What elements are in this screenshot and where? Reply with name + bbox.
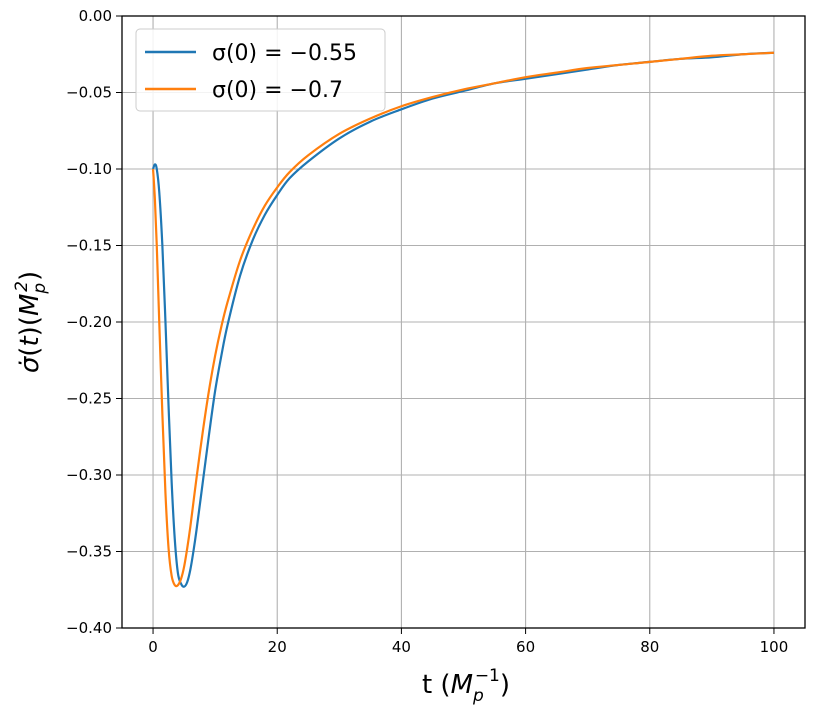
legend-box <box>135 28 386 112</box>
y-tick-label: −0.05 <box>66 84 112 102</box>
x-tick-label: 100 <box>760 638 789 656</box>
x-axis-label: t (Mp−1) <box>422 666 510 706</box>
y-tick-label: −0.15 <box>66 237 112 255</box>
x-tick-label: 20 <box>268 638 287 656</box>
x-tick-label: 40 <box>392 638 411 656</box>
x-tick-label: 80 <box>640 638 659 656</box>
svg-text:t (Mp−1): t (Mp−1) <box>422 666 510 706</box>
y-axis-label: σ̇(t)(Mp2) <box>12 271 50 373</box>
legend: σ(0) = −0.55 σ(0) = −0.7 <box>135 28 386 112</box>
y-tick-label: −0.30 <box>66 466 112 484</box>
y-tick-label: −0.40 <box>66 619 112 637</box>
series-line-2 <box>151 51 775 588</box>
grid-layer <box>122 15 805 629</box>
y-tick-label: 0.00 <box>79 7 112 25</box>
y-tick-label: −0.20 <box>66 313 112 331</box>
series-line-1 <box>152 51 775 588</box>
y-tick-label: −0.25 <box>66 390 112 408</box>
legend-label-series-2: σ(0) = −0.7 <box>212 78 343 103</box>
x-tick-label: 0 <box>148 638 158 656</box>
y-tick-label: −0.10 <box>66 160 112 178</box>
series-layer <box>151 51 775 588</box>
x-tick-label: 60 <box>516 638 535 656</box>
legend-label-series-1: σ(0) = −0.55 <box>212 41 357 66</box>
y-tick-label: −0.35 <box>66 543 112 561</box>
svg-text:σ̇(t)(Mp2): σ̇(t)(Mp2) <box>12 271 50 373</box>
ylabel-sigma-dot: σ̇ <box>15 355 45 373</box>
tick-layer: 0 20 40 60 80 100 0.00 −0.05 −0.10 −0.15 −0.20 −0.2… <box>66 7 788 656</box>
